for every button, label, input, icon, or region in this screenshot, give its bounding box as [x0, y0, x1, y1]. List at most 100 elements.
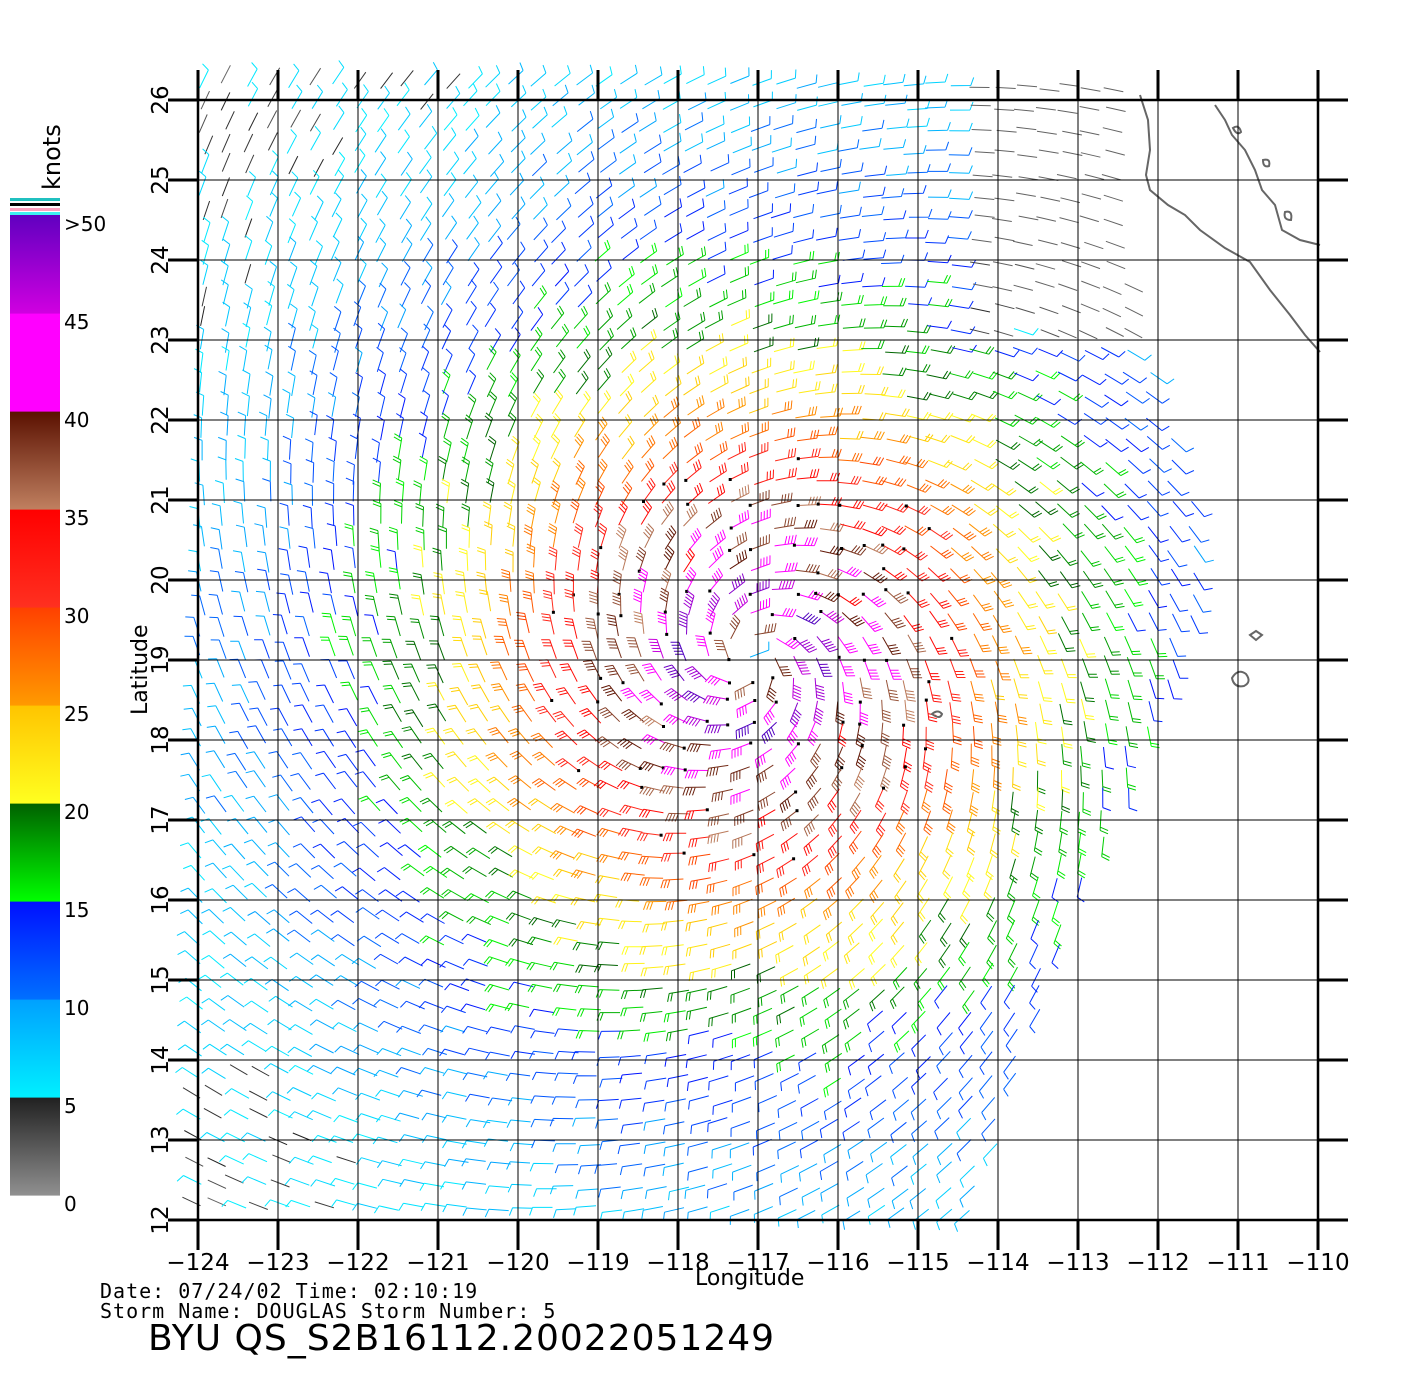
- wind-barb: [597, 390, 612, 414]
- wind-barb: [712, 1099, 733, 1115]
- wind-barb: [573, 805, 599, 815]
- wind-barb: [206, 725, 226, 744]
- wind-barb: [468, 703, 489, 722]
- wind-barb: [827, 788, 840, 813]
- wind-barb: [1018, 435, 1044, 447]
- wind-barb: [595, 1098, 619, 1109]
- wind-barb: [264, 1199, 290, 1208]
- wind-barb: [620, 1187, 643, 1200]
- wind-barb: [485, 105, 501, 128]
- wind-barb: [201, 286, 207, 307]
- wind-barb: [506, 890, 532, 900]
- wind-barb: [272, 774, 293, 792]
- wind-barb: [838, 657, 856, 677]
- wind-barb: [844, 1031, 862, 1053]
- wind-barb: [974, 503, 998, 516]
- wind-barb: [496, 618, 511, 639]
- wind-barb: [1083, 434, 1108, 448]
- wind-barb: [992, 371, 1018, 380]
- wind-barb: [239, 345, 248, 371]
- wind-barb: [1014, 481, 1039, 494]
- latitude-tick-label: 24: [148, 245, 174, 274]
- wind-barb: [422, 752, 444, 770]
- wind-barb: [949, 300, 974, 309]
- wind-barb: [272, 614, 288, 635]
- wind-barb: [729, 266, 749, 283]
- wind-barb: [642, 923, 666, 933]
- wind-barb: [754, 748, 773, 769]
- wind-barb: [687, 1030, 709, 1045]
- wind-barb: [663, 1010, 686, 1023]
- wind-barb: [974, 458, 999, 470]
- wind-barb: [320, 659, 338, 679]
- rain-flag-marker: [748, 592, 752, 596]
- wind-barb: [267, 281, 275, 306]
- wind-barb: [732, 136, 752, 154]
- wind-barb: [225, 111, 235, 130]
- wind-barb: [570, 498, 580, 524]
- wind-barb: [220, 65, 231, 84]
- wind-barb: [617, 1142, 640, 1155]
- wind-barb: [638, 350, 655, 373]
- wind-barb: [596, 1012, 620, 1021]
- wind-barb: [345, 502, 355, 526]
- wind-barb: [505, 1072, 531, 1081]
- wind-barb: [370, 545, 382, 568]
- wind-barb: [730, 376, 750, 394]
- wind-barb: [508, 981, 534, 990]
- wind-barb: [838, 72, 860, 86]
- wind-barb: [754, 469, 774, 485]
- wind-barb: [210, 547, 223, 569]
- wind-barb: [357, 193, 368, 219]
- wind-barb: [222, 906, 246, 922]
- wind-barb: [294, 615, 310, 637]
- wind-barb: [666, 245, 684, 266]
- wind-barb: [838, 452, 863, 462]
- wind-barb: [210, 639, 227, 659]
- wind-barb: [823, 987, 841, 1009]
- wind-barb: [549, 1185, 574, 1195]
- wind-barb: [282, 388, 291, 414]
- wind-barb: [684, 112, 704, 131]
- wind-barb: [310, 864, 334, 880]
- wind-barb: [1124, 745, 1137, 769]
- wind-barb: [245, 770, 266, 788]
- wind-barb: [194, 482, 205, 506]
- wind-barb: [485, 1026, 511, 1035]
- wind-barb: [867, 1010, 884, 1033]
- wind-barb: [441, 1091, 467, 1100]
- wind-barb: [705, 608, 716, 634]
- wind-barb: [1039, 88, 1060, 92]
- wind-barb: [465, 279, 477, 304]
- wind-barb: [970, 743, 980, 768]
- wind-barb: [695, 635, 710, 657]
- wind-barb: [556, 132, 573, 155]
- wind-barb: [467, 798, 491, 812]
- wind-barb: [758, 941, 778, 959]
- wind-barb: [875, 812, 887, 838]
- wind-barb: [795, 406, 818, 419]
- wind-barb: [982, 1143, 998, 1167]
- wind-barb: [175, 1067, 200, 1079]
- wind-barb: [991, 745, 1001, 769]
- wind-barb: [595, 989, 620, 998]
- wind-barb: [248, 1201, 268, 1210]
- wind-barb: [939, 922, 952, 947]
- wind-barb: [820, 610, 845, 624]
- colorbar-band: [10, 803, 60, 902]
- wind-barb: [511, 109, 527, 132]
- wind-barb: [263, 394, 272, 419]
- wind-barb: [532, 435, 541, 460]
- wind-barb: [1080, 698, 1095, 721]
- rain-flag-marker: [726, 723, 730, 727]
- wind-barb: [906, 117, 930, 128]
- latitude-tick-label: 14: [148, 1045, 174, 1074]
- wind-barb: [476, 571, 488, 595]
- wind-barb: [422, 389, 431, 415]
- wind-barb: [403, 709, 424, 728]
- wind-barb: [894, 880, 907, 905]
- wind-barb: [512, 241, 526, 265]
- wind-barb: [243, 839, 266, 855]
- wind-barb: [550, 413, 562, 438]
